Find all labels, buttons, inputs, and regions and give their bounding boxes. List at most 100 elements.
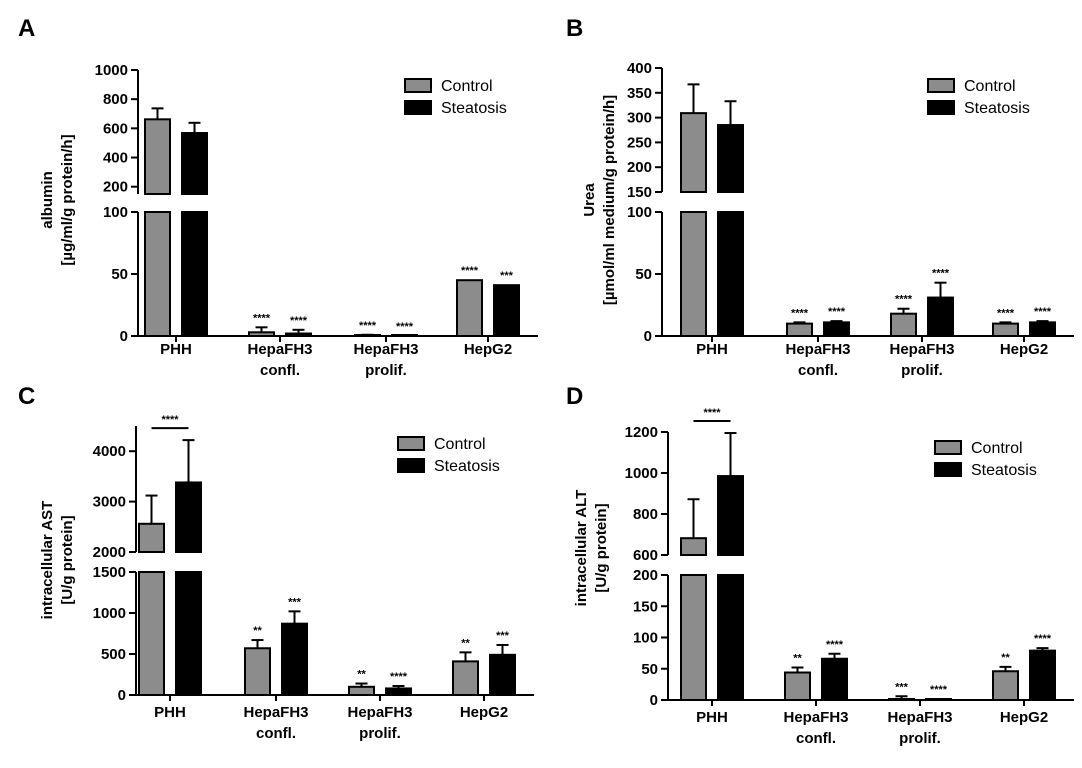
bar-steatosis xyxy=(927,296,954,337)
legend-steatosis-swatch xyxy=(397,458,425,473)
legend-control-label: Control xyxy=(964,78,1016,95)
significance-label: **** xyxy=(253,312,271,324)
y-tick-label: 100 xyxy=(627,204,652,221)
significance-label: **** xyxy=(932,268,950,280)
x-category-label: PHH xyxy=(160,341,192,358)
bar-upper-steatosis xyxy=(181,132,208,196)
bar-control xyxy=(244,647,271,697)
legend-control-label: Control xyxy=(971,440,1023,457)
significance-label: **** xyxy=(390,671,408,683)
legend-control-label: Control xyxy=(434,436,486,453)
significance-label: ** xyxy=(793,653,802,665)
y-tick-label: 2000 xyxy=(93,544,126,561)
x-category-label: confl. xyxy=(796,730,836,747)
y-tick-label: 500 xyxy=(101,646,126,663)
panel-c: C intracellular AST [U/g protein] ******… xyxy=(18,383,540,742)
panel-a-ylabel-line1: albumin xyxy=(39,171,56,229)
bar-steatosis xyxy=(493,284,520,338)
legend-steatosis-label: Steatosis xyxy=(441,100,507,117)
y-tick-label: 0 xyxy=(650,692,658,709)
significance-label: **** xyxy=(396,321,414,333)
panel-b-plot: **** **** **** **** **** **** 0 50 100 150 200 250 3… xyxy=(627,60,1080,379)
significance-label: *** xyxy=(288,596,302,608)
bar-steatosis xyxy=(821,657,848,701)
x-category-label: PHH xyxy=(696,709,728,726)
x-category-label: HepG2 xyxy=(460,704,508,721)
y-tick-label: 0 xyxy=(644,328,652,345)
legend-control-swatch xyxy=(404,78,432,93)
panel-letter-c: C xyxy=(18,383,35,410)
significance-label: **** xyxy=(997,307,1015,319)
y-tick-label: 150 xyxy=(627,184,652,201)
panel-b-ylabel-line2: [µmol/ml medium/g protein/h] xyxy=(601,95,618,305)
significance-label: **** xyxy=(461,265,479,277)
x-category-label: HepG2 xyxy=(464,341,512,358)
legend-control-label: Control xyxy=(441,78,493,95)
bar-control xyxy=(992,322,1019,338)
x-category-label: HepaFH3 xyxy=(783,709,848,726)
bar-control xyxy=(456,279,483,338)
legend-steatosis-label: Steatosis xyxy=(971,462,1037,479)
significance-label: *** xyxy=(895,681,909,693)
x-category-label: PHH xyxy=(154,704,186,721)
panel-d: D intracellular ALT [U/g protein] ******… xyxy=(566,383,1080,747)
bar-steatosis xyxy=(181,211,208,337)
significance-label: **** xyxy=(791,307,809,319)
panel-a: A albumin [µg/ml/g protein/h] **********… xyxy=(18,15,544,379)
significance-bracket-label: **** xyxy=(161,414,179,426)
significance-label: **** xyxy=(895,294,913,306)
panel-c-ylabel-line2: [U/g protein] xyxy=(59,515,76,604)
bar-upper-steatosis xyxy=(175,481,202,553)
bar-control xyxy=(786,322,813,338)
y-tick-label: 400 xyxy=(627,60,652,77)
bar-upper-control xyxy=(680,537,707,557)
y-tick-label: 1000 xyxy=(95,62,128,79)
y-tick-label: 3000 xyxy=(93,494,126,511)
bar-control xyxy=(348,685,375,696)
significance-label: ** xyxy=(357,669,366,681)
significance-label: **** xyxy=(1034,306,1052,318)
significance-bracket-label: **** xyxy=(703,407,721,419)
legend-steatosis-label: Steatosis xyxy=(434,458,500,475)
panel-d-plot: *******************050100150200600800100… xyxy=(625,407,1080,747)
bar-control xyxy=(144,211,171,337)
panel-c-legend: Control Steatosis xyxy=(397,436,500,475)
x-category-label: HepaFH3 xyxy=(887,709,952,726)
y-tick-label: 400 xyxy=(103,150,128,167)
x-category-label: HepG2 xyxy=(1000,341,1048,358)
panel-letter-d: D xyxy=(566,383,583,410)
bar-control xyxy=(992,670,1019,701)
significance-label: **** xyxy=(930,684,948,696)
x-category-label: prolif. xyxy=(899,730,941,747)
bar-upper-control xyxy=(144,118,171,195)
significance-label: **** xyxy=(359,320,377,332)
x-category-label: prolif. xyxy=(359,725,401,742)
y-tick-label: 100 xyxy=(103,204,128,221)
y-tick-label: 1000 xyxy=(93,605,126,622)
y-tick-label: 150 xyxy=(633,598,658,615)
bar-steatosis xyxy=(823,321,850,337)
y-tick-label: 0 xyxy=(118,687,126,704)
panel-d-ylabel-line2: [U/g protein] xyxy=(593,503,610,592)
axis-break-gap xyxy=(132,553,540,571)
y-tick-label: 50 xyxy=(111,266,128,283)
bar-steatosis xyxy=(717,211,744,337)
y-tick-label: 50 xyxy=(635,266,652,283)
y-tick-label: 800 xyxy=(633,506,658,523)
bar-steatosis xyxy=(281,622,308,696)
x-category-label: prolif. xyxy=(365,362,407,379)
y-tick-label: 300 xyxy=(627,110,652,127)
significance-label: **** xyxy=(828,306,846,318)
panel-a-legend: Control Steatosis xyxy=(404,78,507,117)
y-tick-label: 1500 xyxy=(93,564,126,581)
axis-break-gap xyxy=(658,193,1080,211)
y-tick-label: 100 xyxy=(633,630,658,647)
bar-steatosis xyxy=(489,653,516,697)
panel-b-ylabel-line1: Urea xyxy=(581,183,598,217)
significance-label: ** xyxy=(1001,652,1010,664)
panel-d-ylabel-line1: intracellular ALT xyxy=(573,490,590,607)
significance-label: **** xyxy=(1034,633,1052,645)
y-tick-label: 200 xyxy=(103,179,128,196)
x-category-label: HepaFH3 xyxy=(247,341,312,358)
